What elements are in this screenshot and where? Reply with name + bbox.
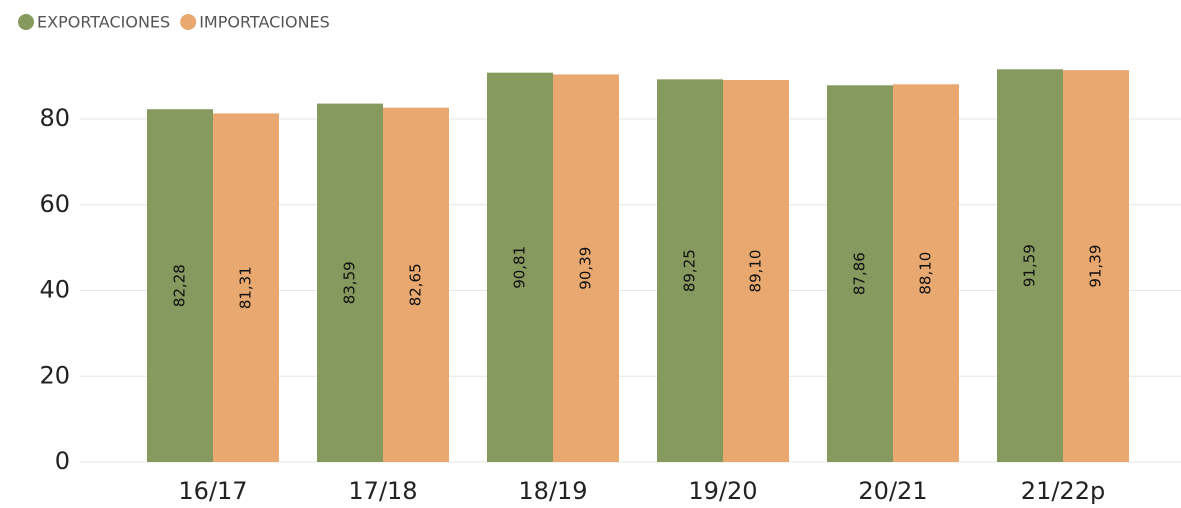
data-label: 81,31 [237,266,255,309]
data-label: 91,59 [1021,244,1039,287]
bar [657,79,723,462]
x-tick-label: 21/22p [1021,477,1105,505]
data-label: 88,10 [917,252,935,295]
bar [553,74,619,462]
data-label: 89,10 [747,250,765,293]
legend-swatch [180,14,197,30]
legend-swatch [18,14,34,30]
y-tick-label: 40 [39,276,70,304]
x-tick-label: 18/19 [518,477,587,505]
bar [383,107,449,462]
x-tick-label: 17/18 [348,477,417,505]
bar [1063,70,1129,462]
bar [487,72,553,462]
y-tick-label: 60 [39,190,70,218]
data-label: 91,39 [1087,245,1105,288]
bar [893,84,959,463]
bar [317,103,383,462]
data-label: 89,25 [681,249,699,292]
y-tick-label: 0 [55,447,70,475]
y-tick-label: 20 [39,361,70,389]
bar [213,113,279,463]
data-label: 82,65 [407,263,425,306]
data-label: 90,81 [511,246,529,289]
bar [723,79,789,462]
bar [147,109,213,463]
legend-label: IMPORTACIONES [199,13,330,32]
data-label: 83,59 [341,261,359,304]
bar [827,85,893,463]
data-label: 87,86 [851,252,869,295]
y-tick-label: 80 [39,104,70,132]
x-tick-label: 19/20 [688,477,757,505]
data-label: 90,39 [577,247,595,290]
x-tick-label: 20/21 [858,477,927,505]
data-label: 82,28 [171,264,189,307]
bar [997,69,1063,463]
x-tick-label: 16/17 [178,477,247,505]
legend-label: EXPORTACIONES [37,13,170,32]
